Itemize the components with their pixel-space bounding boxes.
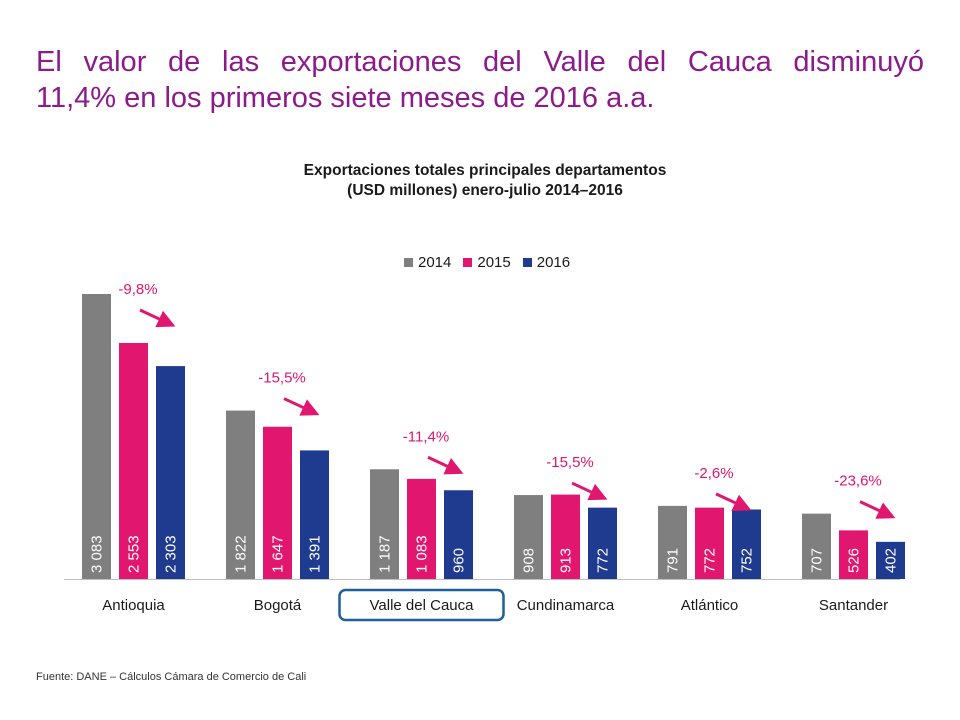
change-annotation-bogota: -15,5% [258,370,306,387]
data-label-bogota-2015: 1 647 [270,535,287,573]
change-annotation-valle-del-cauca: -11,4% [403,428,449,445]
headline-line-1: El valor de las exportaciones del Valle … [36,46,924,78]
category-label-valle-del-cauca: Valle del Cauca [370,597,475,614]
legend-swatch-2015 [463,258,473,267]
bar-atlantico-2016 [732,509,761,579]
bar-santander-2014 [802,513,831,579]
data-label-bogota-2014: 1 822 [233,535,250,573]
data-label-cundinamarca-2016: 772 [595,548,612,573]
legend-swatch-2016 [522,258,532,267]
highlight-box-valle-del-cauca [338,588,505,622]
data-label-antioquia-2015: 2 553 [126,535,143,573]
legend-label-2014: 2014 [418,254,452,271]
bar-atlantico-2015 [695,507,724,579]
legend-item-2016: 2016 [522,254,571,271]
data-label-santander-2016: 402 [883,548,900,573]
bar-cundinamarca-2016 [588,507,617,579]
change-arrow-valle-del-cauca [427,455,464,475]
source-footnote: Fuente: DANE – Cálculos Cámara de Comerc… [36,671,307,683]
change-annotation-cundinamarca: -15,5% [546,454,594,471]
category-label-cundinamarca: Cundinamarca [517,597,615,614]
data-label-antioquia-2016: 2 303 [163,535,180,573]
legend-item-2015: 2015 [463,254,511,271]
legend-swatch-2014 [404,258,413,267]
change-arrow-cundinamarca [571,481,608,501]
data-label-cundinamarca-2014: 908 [521,548,538,573]
category-label-antioquia: Antioquia [102,597,165,614]
category-label-bogota: Bogotá [254,597,302,614]
bar-santander-2016 [876,541,905,579]
data-label-bogota-2016: 1 391 [307,535,324,573]
change-annotation-antioquia: -9,8% [118,281,157,298]
change-annotation-atlantico: -2,6% [694,465,733,482]
chart-title-block: Exportaciones totales principales depart… [150,161,820,201]
data-label-valle-del-cauca-2014: 1 187 [377,535,394,573]
data-label-valle-del-cauca-2015: 1 083 [414,535,431,573]
chart-legend: 2014 2015 2016 [404,254,570,271]
data-label-atlantico-2014: 791 [665,548,682,573]
data-label-atlantico-2015: 772 [702,548,719,573]
bar-antioquia-2016 [156,366,185,579]
headline-line-2: 11,4% en los primeros siete meses de 201… [36,82,655,114]
change-annotation-santander: -23,6% [834,473,882,490]
bar-valle-del-cauca-2016 [444,490,473,579]
change-arrow-atlantico [715,492,752,511]
bar-cundinamarca-2014 [514,495,543,579]
bar-valle-del-cauca-2015 [407,478,436,579]
page-headline: El valor de las exportaciones del Valle … [36,44,924,116]
legend-label-2016: 2016 [536,254,571,271]
bar-bogota-2015 [263,426,292,579]
bar-atlantico-2014 [658,505,687,579]
data-label-cundinamarca-2015: 913 [558,548,575,573]
bar-santander-2015 [839,530,868,579]
bar-valle-del-cauca-2014 [370,469,399,579]
data-label-valle-del-cauca-2016: 960 [451,548,468,573]
change-arrow-bogota [283,397,320,416]
bar-antioquia-2015 [119,342,148,579]
category-label-atlantico: Atlántico [681,597,739,614]
category-label-santander: Santander [819,597,888,614]
bar-cundinamarca-2015 [551,494,580,579]
bar-bogota-2016 [300,450,329,579]
bar-bogota-2014 [226,410,255,579]
change-arrow-santander [859,500,896,519]
data-label-santander-2015: 526 [846,548,863,573]
legend-label-2015: 2015 [477,254,511,271]
bar-antioquia-2014 [82,294,111,579]
data-label-santander-2014: 707 [809,548,826,573]
chart-subtitle: (USD millones) enero-julio 2014–2016 [347,182,623,199]
change-arrow-antioquia [139,308,176,328]
legend-item-2014: 2014 [404,254,451,271]
data-label-atlantico-2016: 752 [739,548,756,573]
data-label-antioquia-2014: 3 083 [89,535,106,573]
chart-title: Exportaciones totales principales depart… [303,162,667,179]
